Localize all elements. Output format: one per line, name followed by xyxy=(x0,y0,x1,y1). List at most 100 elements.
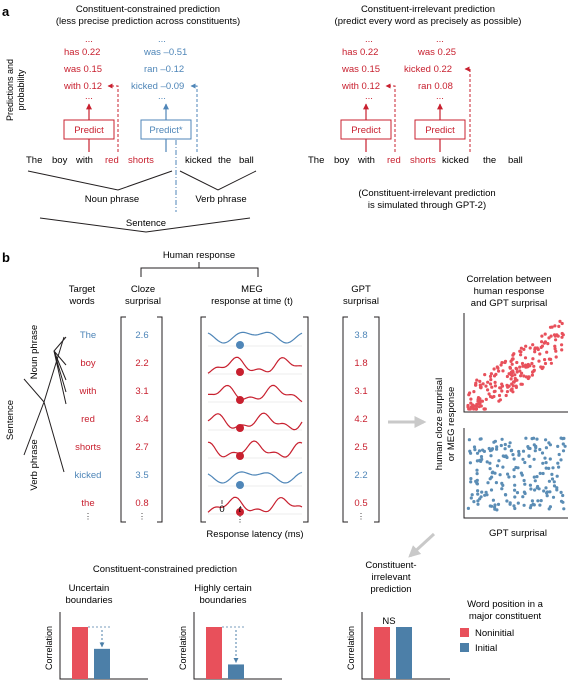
scatter-point xyxy=(503,447,507,451)
bar-initial xyxy=(396,627,412,679)
scatter-point xyxy=(508,441,512,445)
scatter-point xyxy=(492,374,497,378)
scatter-point xyxy=(519,346,524,350)
left-subtitle: (less precise prediction across constitu… xyxy=(56,16,240,27)
scatter-point xyxy=(499,386,503,390)
word: kicked xyxy=(442,155,469,166)
scatter-y-label: human cloze surprisal or MEG response xyxy=(434,378,457,470)
scatter-point xyxy=(496,502,501,506)
scatter-point xyxy=(475,451,480,455)
scatter-point xyxy=(556,461,560,465)
scatter-point xyxy=(505,383,509,387)
scatter-point xyxy=(541,365,545,369)
gpt-value: 2.5 xyxy=(354,442,367,453)
scatter-point xyxy=(561,493,565,498)
scatter-point xyxy=(538,352,542,356)
scatter-initial-points xyxy=(466,436,567,512)
scatter-point xyxy=(521,495,525,499)
scatter-point xyxy=(492,367,496,371)
bar-noninitial xyxy=(374,627,390,679)
target-word: kicked xyxy=(75,470,102,481)
meg-time-marker xyxy=(236,424,244,432)
scatter-point xyxy=(486,380,490,384)
scatter-point xyxy=(513,495,517,499)
scatter-point xyxy=(508,365,512,369)
cloze-value: 3.1 xyxy=(135,386,148,397)
word: The xyxy=(26,155,42,166)
scatter-point xyxy=(509,377,513,381)
scatter-point xyxy=(533,449,537,453)
scatter-point xyxy=(537,487,541,491)
target-words-header-1: Target xyxy=(69,284,96,295)
scatter-point xyxy=(475,459,479,463)
scatter-point xyxy=(476,492,480,496)
panel-a-y-label-line2: probability xyxy=(16,69,26,111)
right-title: Constituent-irrelevant prediction xyxy=(361,4,495,15)
scatter-point xyxy=(548,505,553,509)
scatter-point xyxy=(493,507,497,511)
scatter-point xyxy=(479,404,483,408)
scatter-point xyxy=(469,477,473,481)
prediction-item: has 0.22 xyxy=(64,47,100,58)
scatter-point xyxy=(524,344,528,348)
cloze-value: 2.6 xyxy=(135,330,148,341)
irrelevant-title-3: prediction xyxy=(370,584,411,595)
scatter-point xyxy=(470,493,474,497)
scatter-point xyxy=(518,369,522,373)
scatter-point xyxy=(518,349,522,353)
scatter-point xyxy=(513,376,517,381)
scatter-point xyxy=(533,350,537,354)
corr-title-3: and GPT surprisal xyxy=(471,298,547,309)
scatter-point xyxy=(501,483,505,487)
tree-noun-phrase-label: Noun phrase xyxy=(29,325,40,379)
prediction-item: was –0.51 xyxy=(143,47,187,58)
scatter-point xyxy=(559,490,563,494)
scatter-point xyxy=(476,397,480,402)
scatter-point xyxy=(518,365,522,369)
tree-verb-phrase-text: Verb phrase xyxy=(29,439,40,490)
scatter-point xyxy=(489,378,493,382)
scatter-point xyxy=(495,445,499,449)
certain-title-1: Highly certain xyxy=(194,583,252,594)
scatter-point xyxy=(500,361,504,365)
scatter-point xyxy=(557,324,561,328)
scatter-point xyxy=(553,324,557,328)
correlation-axis-label: Correlation xyxy=(178,626,188,670)
scatter-point xyxy=(504,393,508,398)
scatter-point xyxy=(523,356,528,360)
meg-header-1: MEG xyxy=(241,284,263,295)
scatter-point xyxy=(561,449,566,453)
scatter-point xyxy=(507,475,511,479)
gpt-bracket-left xyxy=(342,316,348,523)
scatter-point xyxy=(482,449,486,453)
dashed-target-arrow xyxy=(190,83,198,152)
scatter-point xyxy=(559,499,564,503)
word: boy xyxy=(52,155,68,166)
scatter-point xyxy=(490,475,494,479)
scatter-point xyxy=(472,407,476,411)
scatter-point xyxy=(468,461,472,465)
ellipsis: ... xyxy=(85,91,93,102)
latency-label: Response latency (ms) xyxy=(206,529,303,540)
scatter-point xyxy=(515,360,519,365)
scatter-point xyxy=(553,334,557,338)
scatter-point xyxy=(466,506,470,510)
panel-b-syntax-tree xyxy=(23,336,67,473)
word: The xyxy=(308,155,324,166)
cloze-value: 2.7 xyxy=(135,442,148,453)
legend-swatch-noninitial xyxy=(460,628,469,637)
ellipsis: ... xyxy=(365,34,373,45)
dashed-target-arrow xyxy=(385,83,396,152)
scatter-point xyxy=(538,447,542,452)
panel-a-label: a xyxy=(2,4,10,19)
meg-time-marker xyxy=(236,341,244,349)
sentence-label: Sentence xyxy=(126,218,166,229)
verb-phrase-label: Verb phrase xyxy=(195,194,246,205)
scatter-point xyxy=(503,493,508,497)
certain-title-2: boundaries xyxy=(199,595,246,606)
scatter-point xyxy=(506,472,510,476)
scatter-point xyxy=(535,475,539,479)
scatter-point xyxy=(521,449,526,453)
scatter-point xyxy=(552,484,557,488)
meg-trace xyxy=(207,440,303,458)
